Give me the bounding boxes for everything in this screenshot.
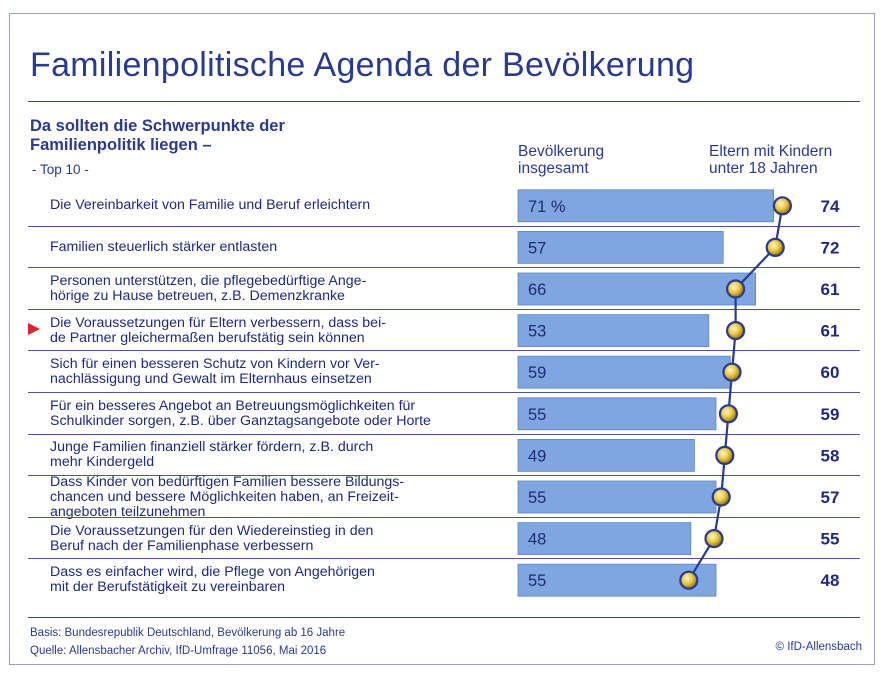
category-label: Dass Kinder von bedürftigen Familien bes… (50, 474, 405, 520)
category-label: Die Voraussetzungen für den Wiedereinsti… (50, 523, 374, 554)
category-label: Familien steuerlich stärker entlasten (50, 239, 278, 255)
parents-value-label: 48 (821, 571, 840, 590)
population-value-label: 59 (528, 364, 546, 382)
column-header-population-line-1: Bevölkerung (518, 143, 605, 160)
row-divider (28, 267, 860, 268)
row-divider (28, 475, 860, 476)
column-header-parents-line-2: unter 18 Jahren (709, 160, 818, 177)
population-value-label: 71 % (528, 198, 566, 216)
chart-title: Familienpolitische Agenda der Bevölkerun… (30, 46, 695, 84)
subtitle-line-2: Familienpolitik liegen – (30, 136, 212, 154)
population-bar (517, 438, 695, 472)
parents-value-label: 72 (821, 238, 840, 257)
footnote-source: Quelle: Allensbacher Archiv, IfD-Umfrage… (30, 645, 327, 657)
parents-value-label: 74 (821, 197, 840, 216)
population-value-label: 55 (528, 489, 546, 507)
parents-data-point (725, 279, 746, 299)
category-label: Sich für einen besseren Schutz von Kinde… (50, 356, 380, 387)
parents-value-label: 55 (821, 530, 840, 549)
population-value-label: 49 (528, 447, 546, 465)
population-bar (517, 522, 692, 555)
parents-value-label: 59 (821, 405, 840, 424)
parents-data-point (772, 196, 793, 216)
population-bar (517, 314, 710, 348)
row-divider (28, 350, 860, 351)
parents-data-point (704, 528, 724, 549)
chart-subtitle: Da sollten die Schwerpunkte der Familien… (30, 117, 285, 155)
parents-data-point (715, 445, 735, 465)
population-bar (517, 480, 717, 514)
parents-value-label: 61 (821, 280, 840, 299)
parents-value-label: 61 (821, 322, 840, 341)
population-value-label: 48 (528, 531, 546, 549)
footnote-basis: Basis: Bundesrepublik Deutschland, Bevöl… (30, 627, 346, 639)
population-bar (517, 230, 724, 264)
chart-frame (9, 13, 875, 665)
subtitle-note: - Top 10 - (32, 162, 89, 177)
parents-data-point (679, 570, 699, 590)
row-divider (28, 434, 860, 435)
category-label: Für ein besseres Angebot an Betreuungsmö… (50, 398, 431, 429)
column-header-population: Bevölkerung insgesamt (518, 143, 604, 177)
column-header-population-line-2: insgesamt (518, 160, 589, 177)
parents-data-point (722, 362, 742, 382)
copyright: © IfD-Allensbach (775, 641, 862, 653)
row-divider (28, 392, 860, 393)
population-value-label: 53 (528, 323, 546, 341)
population-bar (517, 272, 757, 306)
category-label: Personen unterstützen, die pflegebedürft… (50, 273, 367, 304)
row-divider (28, 226, 860, 227)
column-header-parents-line-1: Eltern mit Kindern (709, 143, 833, 160)
parents-value-label: 58 (821, 446, 840, 465)
row-divider (28, 309, 860, 310)
population-value-label: 55 (528, 406, 546, 424)
parents-data-point (725, 321, 746, 341)
population-value-label: 66 (528, 281, 546, 299)
parents-data-point (711, 487, 731, 507)
population-bar (517, 355, 731, 389)
parents-data-point (765, 237, 785, 257)
category-label: Die Voraussetzungen für Eltern verbesser… (50, 315, 386, 346)
population-value-label: 55 (528, 572, 546, 590)
category-label: Die Vereinbarkeit von Familie und Beruf … (50, 197, 371, 213)
subtitle-line-1: Da sollten die Schwerpunkte der (30, 117, 285, 135)
category-label: Dass es einfacher wird, die Pflege von A… (50, 564, 375, 595)
population-value-label: 57 (528, 239, 546, 257)
population-bar (517, 397, 717, 431)
highlight-arrow-marker (28, 323, 40, 335)
parents-data-point (718, 404, 739, 424)
column-header-parents: Eltern mit Kindern unter 18 Jahren (709, 143, 832, 177)
parents-value-label: 57 (821, 488, 840, 507)
parents-series-line (687, 205, 784, 581)
footer-divider (28, 617, 860, 618)
row-divider (28, 558, 860, 559)
row-divider (28, 517, 860, 518)
parents-value-label: 60 (821, 363, 840, 382)
category-label: Junge Familien finanziell stärker förder… (50, 439, 374, 470)
title-divider (28, 101, 860, 102)
